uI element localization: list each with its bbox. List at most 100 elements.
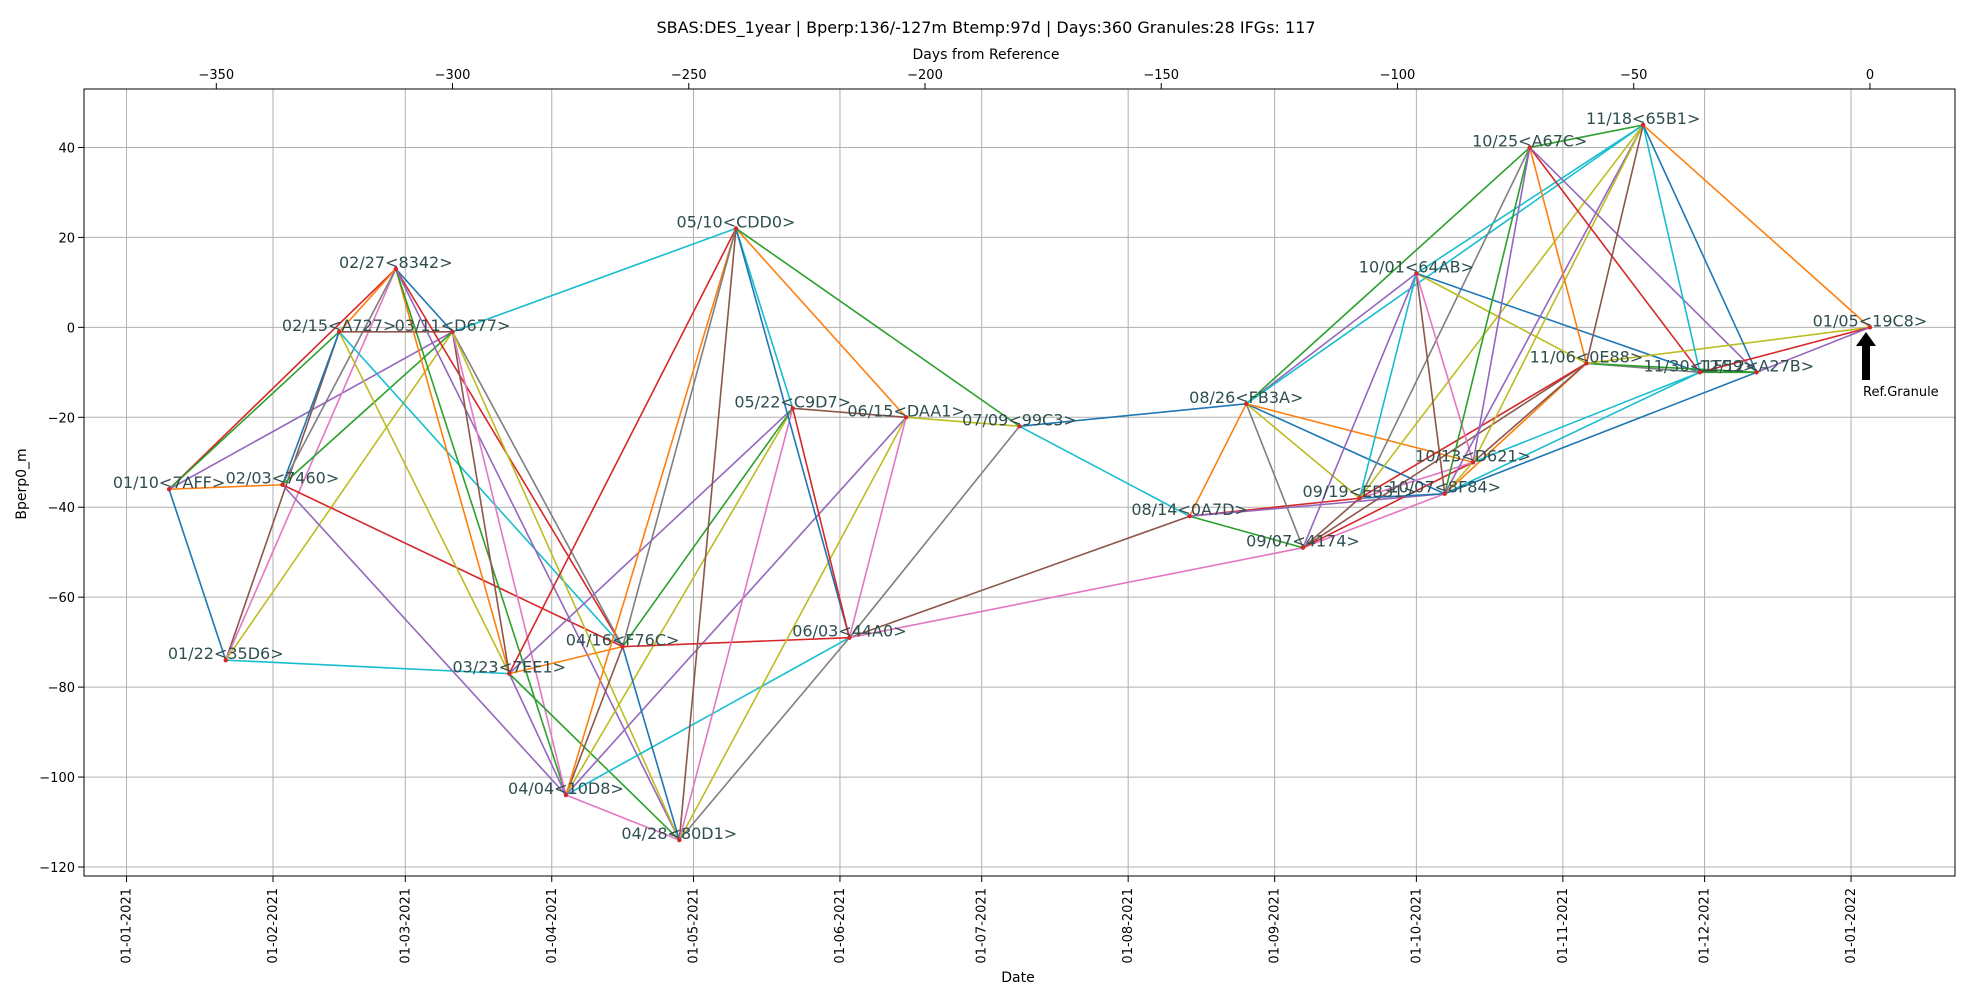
interferogram-line	[338, 268, 397, 333]
interferogram-line	[1416, 272, 1587, 365]
interferogram-line	[1415, 124, 1644, 275]
granule-label: 03/23<7EE1>	[452, 658, 566, 677]
x-tick-label: 01-01-2022	[1844, 888, 1859, 964]
interferogram-line	[848, 425, 1021, 639]
interferogram-line	[1586, 362, 1757, 374]
interferogram-line	[1359, 461, 1474, 500]
interferogram-line	[1472, 147, 1531, 463]
y-axis-label: Bperp0_m	[14, 448, 30, 519]
interferogram-line	[678, 637, 851, 841]
top-tick-label: −50	[1620, 68, 1647, 83]
interferogram-line	[338, 331, 624, 648]
granule-point	[1640, 122, 1646, 128]
granule-point	[1754, 370, 1759, 375]
interferogram-line	[1444, 371, 1757, 495]
granule-point	[677, 837, 682, 843]
granule-labels: 01/10<7AFF> 01/22<35D6> 02/03<7460> 02/15<A…	[113, 109, 1927, 843]
top-tick-label: −150	[1143, 68, 1179, 83]
y-tick-label: −60	[48, 591, 75, 606]
x-tick-label: 01-09-2021	[1268, 888, 1283, 964]
interferogram-line	[565, 636, 850, 796]
interferogram-line	[281, 484, 567, 796]
interferogram-line	[1188, 403, 1248, 517]
interferogram-line	[224, 331, 340, 661]
granule-point	[280, 482, 285, 487]
granule-markers	[166, 122, 1873, 843]
granule-label: 02/15<A727>	[282, 316, 396, 335]
y-tick-label: −20	[48, 411, 75, 426]
granule-label: 10/01<64AB>	[1359, 257, 1474, 276]
interferogram-line	[1443, 147, 1531, 494]
x-tick-label: 01-01-2021	[120, 888, 135, 964]
interferogram-line	[1416, 272, 1701, 374]
granule-point	[1414, 271, 1419, 276]
top-tick-label: −100	[1380, 68, 1416, 83]
interferogram-line	[281, 331, 340, 486]
x-tick-label: 01-04-2021	[545, 888, 560, 964]
interferogram-line	[1358, 273, 1418, 499]
granule-label: 12/12<A27B>	[1699, 356, 1814, 375]
interferogram-line	[1019, 425, 1190, 517]
axes: 01-01-2021 01-02-2021 01-03-2021 01-04-2021…	[39, 68, 1956, 964]
granule-label: 05/10<CDD0>	[677, 212, 796, 231]
interferogram-line	[735, 228, 794, 409]
x-tick-label: 01-03-2021	[398, 888, 413, 964]
interferogram-line	[395, 268, 567, 796]
granule-label: 04/16<F76C>	[566, 631, 680, 650]
x-tick-label: 01-07-2021	[975, 888, 990, 964]
granule-label: 11/30<1F59>	[1644, 356, 1757, 375]
interferogram-line	[1415, 273, 1446, 494]
x-tick-label: 01-05-2021	[686, 888, 701, 964]
granule-label: 02/27<8342>	[339, 253, 453, 272]
interferogram-line	[1586, 326, 1871, 365]
interferogram-line	[225, 268, 397, 661]
interferogram-line	[906, 416, 1020, 428]
interferogram-line	[169, 483, 283, 491]
granule-point	[733, 226, 739, 231]
interferogram-line	[1245, 124, 1644, 405]
x-tick-label: 01-12-2021	[1698, 888, 1713, 964]
x-tick-label: 01-10-2021	[1409, 888, 1424, 964]
top-tick-label: −300	[435, 68, 471, 83]
interferogram-line	[1642, 124, 1758, 373]
interferogram-line	[565, 228, 737, 796]
interferogram-line	[678, 228, 737, 841]
granule-point	[1867, 325, 1873, 330]
granule-point	[1527, 145, 1532, 150]
interferogram-line	[565, 646, 624, 796]
ref-granule-label: Ref.Granule	[1863, 385, 1939, 400]
interferogram-line	[1359, 124, 1644, 499]
x-tick-label: 01-11-2021	[1556, 888, 1571, 964]
granule-point	[166, 487, 172, 492]
interferogram-line	[395, 268, 510, 674]
granule-point	[1470, 460, 1476, 465]
granule-point	[620, 644, 625, 649]
ref-arrow-icon	[1856, 332, 1876, 380]
reference-annotation: Ref.Granule	[1856, 332, 1939, 400]
y-tick-label: −40	[48, 501, 75, 516]
interferogram-line	[168, 488, 227, 661]
granule-point	[1300, 545, 1306, 550]
interferogram-line	[1245, 403, 1304, 549]
granule-point	[563, 792, 569, 798]
plot-frame	[83, 88, 1956, 877]
interferogram-line	[735, 228, 851, 638]
granule-label: 03/11<D677>	[395, 316, 511, 335]
top-tick-label: −350	[198, 68, 234, 83]
interferogram-line	[622, 636, 850, 648]
interferogram-line	[508, 228, 737, 674]
granule-label: 11/06<0E88>	[1530, 347, 1644, 366]
interferogram-line	[1444, 362, 1588, 495]
granule-label: 04/04<10D8>	[508, 779, 624, 798]
interferogram-line	[1642, 124, 1871, 328]
interferogram-line	[1472, 371, 1701, 464]
granule-label: 01/10<7AFF>	[113, 473, 225, 492]
granule-label: 05/22<C9D7>	[734, 392, 851, 411]
interferogram-line	[1359, 362, 1587, 499]
granule-point	[1187, 514, 1192, 519]
interferogram-line	[1302, 273, 1418, 549]
interferogram-line	[735, 227, 1020, 427]
interferogram-line	[225, 331, 454, 661]
interferogram-line	[1585, 124, 1644, 364]
grid	[84, 89, 1955, 876]
